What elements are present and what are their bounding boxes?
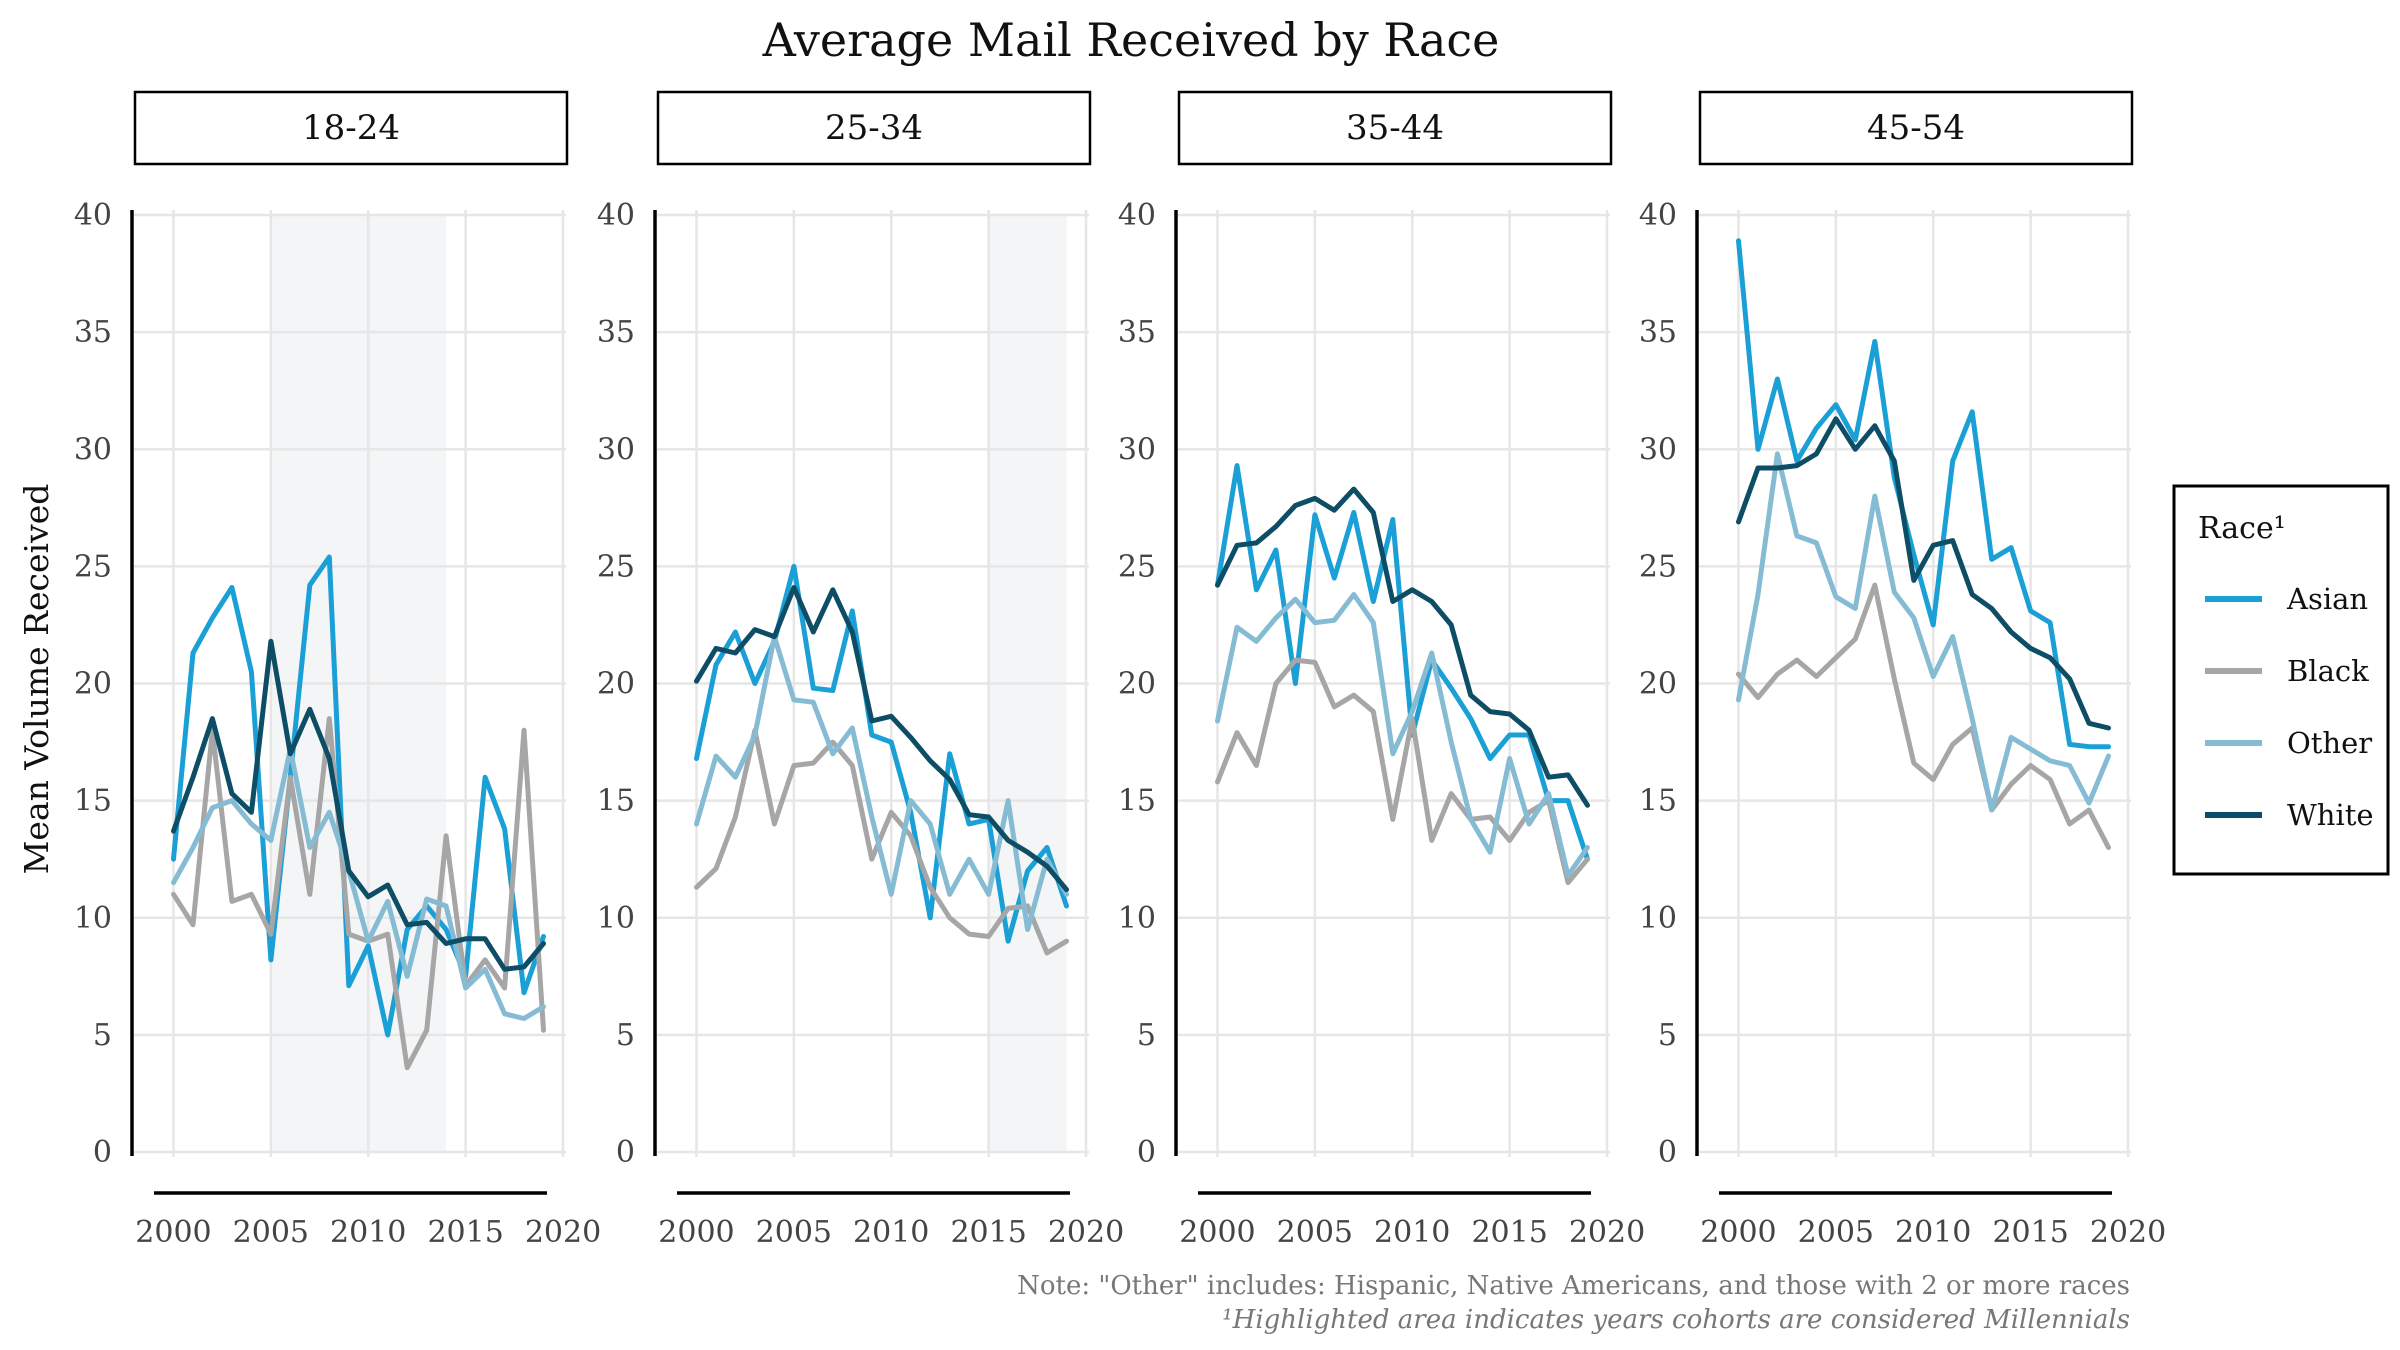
y-tick-label: 20 — [597, 667, 635, 702]
series-line-white — [1215, 486, 1590, 808]
x-tick-label: 2020 — [1569, 1215, 1645, 1250]
y-tick-label: 35 — [597, 315, 635, 350]
y-tick-label: 35 — [1639, 315, 1677, 350]
x-tick-label: 2010 — [1374, 1215, 1450, 1250]
y-tick-label: 25 — [74, 549, 112, 584]
legend-title: Race¹ — [2198, 511, 2286, 546]
y-tick-label: 15 — [1639, 784, 1677, 819]
y-tick-label: 10 — [74, 901, 112, 936]
x-tick-label: 2015 — [1992, 1215, 2068, 1250]
x-tick-label: 2015 — [427, 1215, 503, 1250]
chart-title: Average Mail Received by Race — [762, 13, 1500, 67]
series-line-asian — [1215, 463, 1590, 862]
y-tick-label: 0 — [1137, 1135, 1156, 1170]
y-tick-label: 30 — [1639, 432, 1677, 467]
x-tick-label: 2000 — [1179, 1215, 1255, 1250]
y-tick-label: 40 — [1639, 198, 1677, 233]
x-tick-label: 2020 — [525, 1215, 601, 1250]
legend-label-asian: Asian — [2286, 582, 2368, 616]
x-tick-label: 2020 — [2090, 1215, 2166, 1250]
footnote-other: Note: "Other" includes: Hispanic, Native… — [1017, 1271, 2130, 1301]
series-line-asian — [171, 554, 546, 1038]
panel-35-44: 35-44 0 5 10 15 20 25 30 35 40 2000 2005 2010 2015 202… — [1118, 90, 1645, 1250]
y-tick-label: 10 — [1118, 901, 1156, 936]
y-tick-label: 40 — [1118, 198, 1156, 233]
x-tick-label: 2020 — [1048, 1215, 1124, 1250]
series-line-white — [694, 585, 1069, 893]
y-tick-label: 20 — [74, 667, 112, 702]
strip-box — [133, 90, 569, 166]
x-tick-label: 2005 — [1277, 1215, 1353, 1250]
series-line-other — [694, 634, 1069, 932]
series-line-asian — [694, 563, 1069, 944]
y-tick-label: 35 — [74, 315, 112, 350]
series-line-other — [171, 746, 546, 1021]
y-tick-label: 0 — [93, 1135, 112, 1170]
series-line-black — [1215, 657, 1590, 886]
y-tick-label: 25 — [1118, 549, 1156, 584]
x-tick-label: 2000 — [1700, 1215, 1776, 1250]
y-tick-label: 5 — [1658, 1018, 1677, 1053]
y-tick-label: 10 — [1639, 901, 1677, 936]
x-tick-label: 2000 — [658, 1215, 734, 1250]
y-tick-label: 35 — [1118, 315, 1156, 350]
x-tick-label: 2010 — [330, 1215, 406, 1250]
series-line-white — [1736, 416, 2111, 731]
y-tick-label: 40 — [597, 198, 635, 233]
x-tick-label: 2015 — [950, 1215, 1026, 1250]
strip-box — [656, 90, 1092, 166]
panel-25-34: 25-34 0 5 10 15 20 25 30 35 40 2000 2005 2010 2015 202… — [597, 90, 1124, 1250]
x-tick-label: 2005 — [756, 1215, 832, 1250]
legend-label-black: Black — [2287, 654, 2369, 688]
y-tick-label: 15 — [1118, 784, 1156, 819]
x-tick-label: 2010 — [853, 1215, 929, 1250]
y-tick-label: 30 — [597, 432, 635, 467]
series-line-asian — [1736, 238, 2111, 750]
series-line-other — [1736, 451, 2111, 813]
y-tick-label: 20 — [1639, 667, 1677, 702]
legend: Race¹ Asian Black Other White — [2172, 484, 2390, 876]
x-tick-label: 2005 — [1798, 1215, 1874, 1250]
y-tick-label: 0 — [1658, 1135, 1677, 1170]
strip-label: 45-54 — [1867, 108, 1965, 148]
x-tick-label: 2000 — [135, 1215, 211, 1250]
series-line-black — [1736, 582, 2111, 850]
x-tick-label: 2010 — [1895, 1215, 1971, 1250]
panel-45-54: 45-54 0 5 10 15 20 25 30 35 40 2000 2005 2010 2015 202… — [1639, 90, 2166, 1250]
y-tick-label: 25 — [1639, 549, 1677, 584]
y-axis-label: Mean Volume Received — [17, 484, 56, 875]
strip-box — [1177, 90, 1613, 166]
x-tick-label: 2015 — [1471, 1215, 1547, 1250]
y-tick-label: 5 — [1137, 1018, 1156, 1053]
y-tick-label: 20 — [1118, 667, 1156, 702]
strip-label: 35-44 — [1346, 108, 1444, 148]
strip-box — [1698, 90, 2134, 166]
series-line-black — [694, 727, 1069, 956]
y-tick-label: 0 — [616, 1135, 635, 1170]
legend-label-white: White — [2287, 798, 2374, 832]
y-tick-label: 30 — [1118, 432, 1156, 467]
y-tick-label: 40 — [74, 198, 112, 233]
legend-label-other: Other — [2287, 726, 2372, 760]
panel-18-24: 18-24 0 5 10 15 20 25 30 35 40 2000 2005 2010 2015 202… — [74, 90, 601, 1250]
y-tick-label: 15 — [74, 784, 112, 819]
y-tick-label: 25 — [597, 549, 635, 584]
y-tick-label: 30 — [74, 432, 112, 467]
y-tick-label: 10 — [597, 901, 635, 936]
legend-box — [2172, 484, 2390, 876]
strip-label: 18-24 — [302, 108, 400, 148]
y-tick-label: 5 — [93, 1018, 112, 1053]
series-line-black — [171, 716, 546, 1071]
y-tick-label: 15 — [597, 784, 635, 819]
footnote-highlight: ¹Highlighted area indicates years cohort… — [1222, 1305, 2130, 1335]
strip-label: 25-34 — [825, 108, 923, 148]
series-line-white — [171, 638, 546, 972]
x-tick-label: 2005 — [233, 1215, 309, 1250]
y-tick-label: 5 — [616, 1018, 635, 1053]
series-line-other — [1215, 592, 1590, 879]
